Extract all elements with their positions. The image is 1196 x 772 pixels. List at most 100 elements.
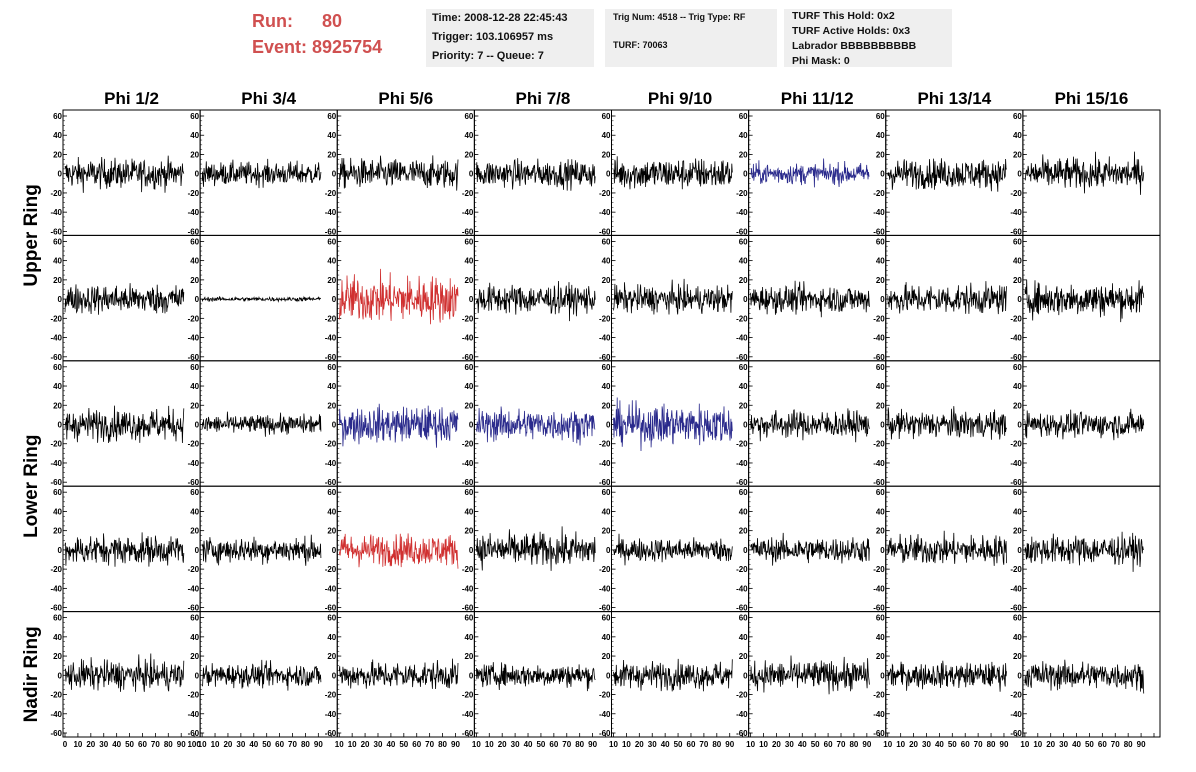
ytick-label: 0 [469, 546, 474, 555]
xtick-label: 10 [348, 740, 357, 749]
ytick-label: 20 [53, 652, 62, 661]
trigger-info-box: Trig Num: 4518 -- Trig Type: RF TURF: 70… [605, 9, 777, 67]
xtick-label: 70 [974, 740, 983, 749]
waveform-trace-r3-c7 [887, 406, 1007, 440]
ytick-label: 60 [53, 488, 62, 497]
ytick-label: 0 [743, 421, 748, 430]
ytick-label: -20 [599, 440, 611, 449]
ytick-label: -20 [462, 565, 474, 574]
time-info-box: Time: 2008-12-28 22:45:43 Trigger: 103.1… [426, 9, 594, 67]
ytick-label: 40 [327, 131, 336, 140]
ytick-label: -20 [873, 440, 885, 449]
ytick-label: -40 [736, 208, 748, 217]
ytick-label: 60 [464, 112, 473, 121]
ytick-label: 40 [190, 382, 199, 391]
ytick-label: -20 [325, 314, 337, 323]
ytick-label: 0 [58, 671, 63, 680]
ytick-label: 60 [602, 488, 611, 497]
xtick-label: 80 [575, 740, 584, 749]
ytick-label: 0 [1017, 295, 1022, 304]
ytick-label: -40 [736, 584, 748, 593]
ytick-label: 40 [602, 257, 611, 266]
ytick-label: -60 [736, 353, 748, 362]
ytick-label: 20 [190, 401, 199, 410]
ytick-label: 60 [327, 488, 336, 497]
xtick-label: 100 [187, 740, 201, 749]
xtick-label: 50 [536, 740, 545, 749]
xtick-label: 70 [151, 740, 160, 749]
ytick-label: 40 [53, 507, 62, 516]
ytick-label: -20 [1010, 440, 1022, 449]
ytick-label: -40 [873, 710, 885, 719]
xtick-label: 20 [223, 740, 232, 749]
turf-hold-text: TURF This Hold: 0x2 [792, 10, 895, 22]
waveform-trace-r5-c1 [64, 653, 185, 692]
panel-frame-r1-c3 [336, 109, 475, 236]
trigger-text: Trigger: 103.106957 ms [432, 31, 554, 43]
ytick-label: -60 [188, 227, 200, 236]
priority-text: Priority: 7 -- Queue: 7 [432, 50, 544, 62]
ytick-label: -60 [462, 604, 474, 613]
ytick-label: -60 [462, 227, 474, 236]
ytick-label: 0 [469, 295, 474, 304]
xtick-label: 80 [438, 740, 447, 749]
ytick-label: -20 [462, 440, 474, 449]
waveform-trace-r4-c3 [338, 533, 459, 569]
xtick-label: 10 [759, 740, 768, 749]
labrador-text: Labrador BBBBBBBBBB [792, 40, 917, 52]
ytick-label: -40 [599, 459, 611, 468]
ytick-label: 40 [602, 131, 611, 140]
xtick-label: 60 [549, 740, 558, 749]
ytick-label: 40 [739, 507, 748, 516]
ytick-label: 0 [195, 170, 200, 179]
xtick-label: 90 [314, 740, 323, 749]
ytick-label: -20 [736, 691, 748, 700]
column-header-1: Phi 1/2 [104, 89, 159, 108]
ytick-label: 20 [464, 652, 473, 661]
xtick-label: 90 [862, 740, 871, 749]
ytick-label: 60 [876, 363, 885, 372]
ytick-label: 20 [1013, 652, 1022, 661]
xtick-label: 30 [922, 740, 931, 749]
ytick-label: -60 [188, 729, 200, 738]
waveform-trace-r2-c5 [613, 278, 733, 315]
ytick-label: -60 [325, 729, 337, 738]
trig-num-text: Trig Num: 4518 -- Trig Type: RF [613, 12, 746, 22]
xtick-label: 30 [1059, 740, 1068, 749]
ytick-label: 0 [880, 170, 885, 179]
ytick-label: -20 [325, 565, 337, 574]
ytick-label: 40 [327, 507, 336, 516]
ytick-label: 0 [1017, 546, 1022, 555]
ytick-label: 60 [53, 112, 62, 121]
column-header-3: Phi 5/6 [378, 89, 433, 108]
ytick-label: -60 [188, 604, 200, 613]
ytick-label: 20 [464, 401, 473, 410]
ytick-label: 60 [876, 237, 885, 246]
ytick-label: 40 [53, 382, 62, 391]
ytick-label: 40 [190, 131, 199, 140]
ytick-label: -20 [599, 189, 611, 198]
event-value: 8925754 [312, 37, 383, 57]
ytick-label: -20 [873, 314, 885, 323]
ytick-label: 0 [606, 295, 611, 304]
xtick-label: 90 [588, 740, 597, 749]
waveform-trace-r2-c3 [338, 268, 459, 325]
ytick-label: 0 [58, 170, 63, 179]
xtick-label: 90 [451, 740, 460, 749]
ytick-label: -60 [873, 478, 885, 487]
ytick-label: -20 [325, 440, 337, 449]
ytick-label: -20 [188, 189, 200, 198]
xtick-label: 10 [335, 740, 344, 749]
ytick-label: 40 [876, 507, 885, 516]
waveform-trace-r1-c6 [750, 158, 870, 188]
ytick-label: 60 [190, 363, 199, 372]
ytick-label: 60 [464, 488, 473, 497]
run-value: 80 [322, 11, 343, 31]
waveform-trace-r1-c5 [613, 156, 733, 190]
xtick-label: 90 [725, 740, 734, 749]
xtick-label: 50 [811, 740, 820, 749]
waveform-trace-r3-c1 [64, 405, 185, 444]
ytick-label: -20 [188, 691, 200, 700]
ytick-label: -20 [325, 691, 337, 700]
xtick-label: 60 [961, 740, 970, 749]
